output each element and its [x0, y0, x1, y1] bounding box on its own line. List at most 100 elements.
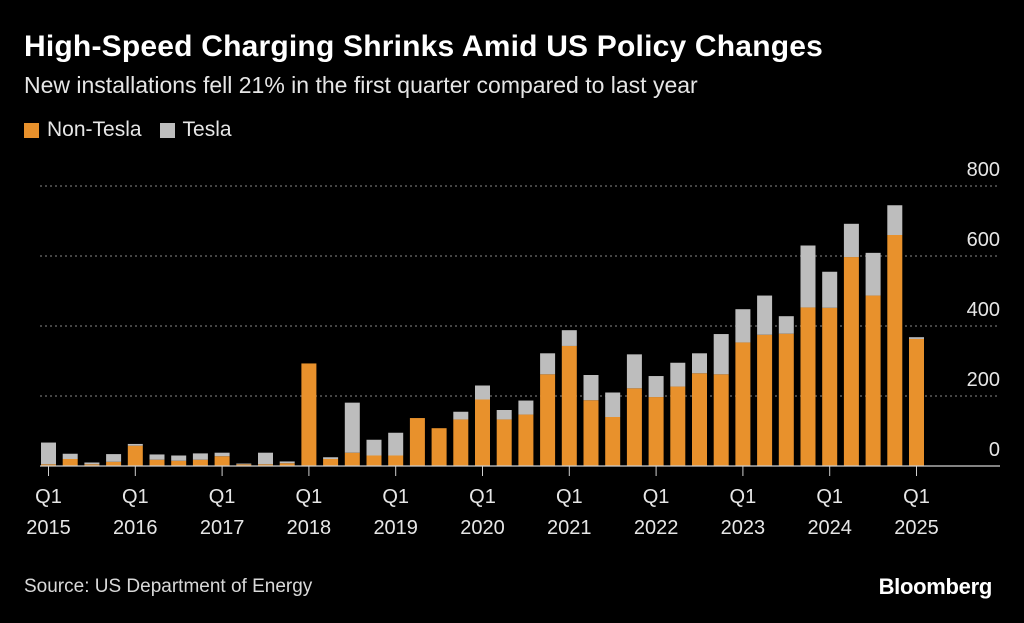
x-tick-label-year: 2021	[547, 517, 592, 539]
x-tick-label-year: 2022	[634, 517, 679, 539]
bar-tesla	[366, 439, 382, 456]
x-tick-label-year: 2019	[373, 517, 418, 539]
bar-tesla	[258, 452, 273, 465]
bar-tesla	[192, 453, 208, 460]
x-tick-label-quarter: Q1	[816, 486, 843, 508]
bar-non-tesla	[496, 419, 512, 466]
bar-tesla	[475, 385, 490, 400]
legend-label-non-tesla: Non-Tesla	[47, 118, 142, 141]
bar-non-tesla	[540, 374, 556, 466]
bar-non-tesla	[453, 419, 469, 466]
bar-non-tesla	[409, 418, 425, 466]
bar-non-tesla	[236, 464, 252, 466]
x-tick-label-quarter: Q1	[35, 486, 62, 508]
bar-tesla	[106, 454, 122, 462]
x-tick-label-quarter: Q1	[382, 486, 409, 508]
bar-tesla	[887, 205, 903, 235]
bar-tesla	[279, 461, 295, 464]
bar-tesla	[236, 463, 252, 465]
x-tick-label-year: 2020	[460, 517, 505, 539]
bar-non-tesla	[843, 257, 859, 466]
bar-tesla	[757, 295, 773, 335]
bar-tesla	[323, 457, 339, 459]
bar-tesla	[583, 375, 599, 401]
bar-tesla	[214, 452, 230, 457]
x-tick-label-year: 2025	[894, 517, 939, 539]
bar-non-tesla	[757, 334, 773, 466]
bar-non-tesla	[475, 399, 490, 466]
bar-non-tesla	[431, 428, 447, 466]
bar-tesla	[648, 376, 664, 398]
bar-tesla	[540, 353, 556, 375]
bar-tesla	[518, 400, 534, 415]
chart-title: High-Speed Charging Shrinks Amid US Poli…	[24, 30, 824, 63]
x-tick-label-year: 2024	[807, 517, 852, 539]
y-tick-label: 800	[967, 159, 1000, 181]
bar-tesla	[453, 411, 469, 420]
bar-tesla	[344, 402, 360, 453]
bar-non-tesla	[670, 386, 686, 466]
bar-tesla	[41, 442, 56, 465]
bar-non-tesla	[192, 459, 208, 466]
bar-non-tesla	[388, 455, 404, 466]
x-tick-label-quarter: Q1	[122, 486, 149, 508]
bar-non-tesla	[822, 307, 838, 466]
bar-non-tesla	[323, 459, 339, 466]
bloomberg-logo: Bloomberg	[878, 574, 993, 599]
bar-tesla	[843, 223, 859, 258]
bar-tesla	[626, 354, 642, 389]
bar-tesla	[778, 316, 794, 334]
bar-tesla	[127, 443, 143, 446]
legend: Non-Tesla Tesla	[24, 118, 250, 142]
bar-non-tesla	[626, 388, 642, 466]
legend-swatch-non-tesla	[24, 122, 39, 138]
x-tick-label-year: 2023	[721, 517, 766, 539]
bar-tesla	[561, 330, 577, 346]
bar-tesla	[692, 353, 707, 374]
bar-tesla	[605, 392, 621, 417]
bar-non-tesla	[909, 338, 924, 466]
bar-tesla	[800, 245, 816, 308]
bar-tesla	[84, 462, 100, 465]
y-tick-label: 400	[967, 299, 1000, 321]
x-tick-label-quarter: Q1	[643, 486, 670, 508]
y-tick-label: 200	[967, 369, 1000, 391]
bar-non-tesla	[344, 452, 360, 466]
bar-non-tesla	[713, 374, 729, 466]
bar-tesla	[670, 362, 686, 387]
bar-tesla	[496, 410, 512, 420]
source-note: Source: US Department of Energy	[24, 576, 313, 597]
bar-non-tesla	[865, 295, 881, 466]
bar-non-tesla	[127, 445, 143, 466]
bar-tesla	[62, 453, 78, 459]
bar-non-tesla	[41, 464, 56, 466]
x-tick-label-quarter: Q1	[730, 486, 757, 508]
bar-non-tesla	[258, 464, 273, 466]
x-tick-label-quarter: Q1	[296, 486, 323, 508]
bar-non-tesla	[735, 342, 751, 466]
bar-tesla	[713, 334, 729, 375]
bar-non-tesla	[583, 400, 599, 466]
x-tick-label-quarter: Q1	[903, 486, 930, 508]
bar-non-tesla	[214, 456, 230, 466]
chart-subtitle: New installations fell 21% in the first …	[24, 72, 698, 98]
bar-non-tesla	[106, 461, 122, 466]
bar-non-tesla	[605, 417, 621, 466]
bar-tesla	[388, 432, 404, 456]
bar-non-tesla	[279, 463, 295, 466]
bar-non-tesla	[778, 333, 794, 466]
y-tick-label: 0	[989, 439, 1000, 461]
bar-non-tesla	[171, 460, 187, 466]
bar-non-tesla	[301, 363, 317, 466]
bar-non-tesla	[84, 464, 100, 466]
legend-item-tesla: Tesla	[159, 118, 232, 142]
x-tick-label-quarter: Q1	[209, 486, 236, 508]
bar-non-tesla	[149, 459, 165, 466]
bar-non-tesla	[561, 345, 577, 466]
x-tick-label-year: 2015	[26, 517, 71, 539]
legend-label-tesla: Tesla	[182, 118, 232, 141]
bar-non-tesla	[692, 373, 707, 466]
bar-tesla	[149, 454, 165, 460]
bar-tesla	[865, 252, 881, 296]
bar-tesla	[909, 337, 924, 339]
